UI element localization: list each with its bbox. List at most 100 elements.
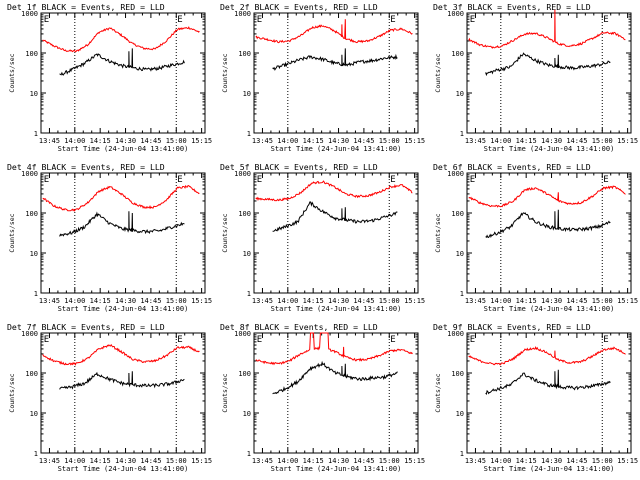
marker-e: E	[603, 15, 608, 25]
x-tick-label: 14:00	[277, 297, 298, 305]
panel-det-4: Det 4f BLACK = Events, RED = LLD 1 10 100 10…	[7, 162, 212, 313]
panel-title: Det 5f BLACK = Events, RED = LLD	[220, 162, 378, 172]
x-axis-label: Start Time (24-Jun-04 13:41:00)	[58, 145, 189, 153]
series-lld-line	[42, 184, 200, 212]
y-tick-label: 100	[25, 50, 38, 58]
x-axis-label: Start Time (24-Jun-04 13:41:00)	[484, 145, 615, 153]
panel-det-7: Det 7f BLACK = Events, RED = LLD 1 10 100 10…	[7, 322, 212, 473]
x-tick-label: 15:00	[592, 137, 613, 145]
y-tick-label: 1	[34, 450, 38, 458]
series-lld-line	[255, 19, 413, 44]
y-axis-label: Counts/sec	[8, 213, 16, 252]
y-tick-label: 1	[247, 290, 251, 298]
series-lld-line	[468, 185, 626, 208]
plot-frame	[40, 172, 206, 294]
x-tick-label: 15:00	[379, 137, 400, 145]
x-tick-label: 14:00	[490, 297, 511, 305]
x-tick-label: 14:45	[566, 457, 587, 465]
y-axis-label: Counts/sec	[221, 213, 229, 252]
marker-e: E	[44, 335, 49, 345]
x-tick-label: 15:00	[592, 297, 613, 305]
y-axis-label: Counts/sec	[434, 373, 442, 412]
series-events-line	[59, 211, 185, 237]
y-tick-label: 100	[451, 50, 464, 58]
x-tick-label: 15:00	[166, 297, 187, 305]
plot-frame	[253, 332, 419, 454]
marker-e: E	[257, 335, 262, 345]
x-tick-label: 14:00	[64, 457, 85, 465]
y-axis-label: Counts/sec	[8, 53, 16, 92]
y-tick-label: 1000	[447, 10, 464, 18]
panel-det-3: Det 3f BLACK = Events, RED = LLD 1 10 100 10…	[433, 2, 638, 153]
marker-e: E	[390, 335, 395, 345]
y-tick-label: 1	[247, 130, 251, 138]
x-axis-label: Start Time (24-Jun-04 13:41:00)	[484, 465, 615, 473]
y-axis-label: Counts/sec	[221, 53, 229, 92]
x-tick-label: 14:00	[64, 137, 85, 145]
x-tick-label: 14:30	[328, 297, 349, 305]
x-tick-label: 14:45	[140, 457, 161, 465]
marker-e: E	[257, 15, 262, 25]
x-tick-label: 14:30	[115, 457, 136, 465]
x-tick-label: 14:30	[328, 457, 349, 465]
x-tick-label: 14:15	[516, 297, 537, 305]
y-tick-label: 1	[247, 450, 251, 458]
x-tick-label: 14:45	[353, 457, 374, 465]
x-tick-label: 14:15	[90, 297, 111, 305]
y-axis-label: Counts/sec	[221, 373, 229, 412]
y-tick-label: 100	[238, 50, 251, 58]
marker-e: E	[603, 175, 608, 185]
y-tick-label: 1	[460, 130, 464, 138]
plot-frame	[466, 332, 632, 454]
y-tick-label: 10	[30, 90, 38, 98]
marker-e: E	[470, 15, 475, 25]
y-tick-label: 1000	[21, 330, 38, 338]
marker-e: E	[177, 175, 182, 185]
series-events-line	[272, 48, 398, 71]
y-tick-label: 10	[30, 410, 38, 418]
marker-e: E	[44, 15, 49, 25]
y-tick-label: 1000	[234, 330, 251, 338]
x-tick-label: 14:15	[303, 457, 324, 465]
y-tick-label: 10	[243, 90, 251, 98]
panel-title: Det 4f BLACK = Events, RED = LLD	[7, 162, 165, 172]
panel-det-9: Det 9f BLACK = Events, RED = LLD 1 10 100 10…	[433, 322, 638, 473]
x-tick-label: 14:00	[490, 457, 511, 465]
y-tick-label: 1000	[21, 170, 38, 178]
y-tick-label: 100	[451, 370, 464, 378]
y-axis-label: Counts/sec	[434, 213, 442, 252]
x-axis-label: Start Time (24-Jun-04 13:41:00)	[271, 305, 402, 313]
y-tick-label: 1000	[447, 330, 464, 338]
y-tick-label: 100	[238, 370, 251, 378]
y-axis-label: Counts/sec	[8, 373, 16, 412]
y-tick-label: 1000	[447, 170, 464, 178]
series-lld-line	[255, 180, 413, 202]
series-lld-line	[468, 345, 626, 366]
y-tick-label: 1	[460, 450, 464, 458]
x-tick-label: 14:45	[140, 137, 161, 145]
panel-title: Det 1f BLACK = Events, RED = LLD	[7, 2, 165, 12]
x-tick-label: 14:00	[277, 137, 298, 145]
panel-title: Det 9f BLACK = Events, RED = LLD	[433, 322, 591, 332]
series-events-line	[272, 201, 398, 232]
x-tick-label: 15:00	[166, 137, 187, 145]
x-tick-label: 14:15	[90, 457, 111, 465]
plot-frame	[466, 12, 632, 134]
x-tick-label: 13:45	[39, 297, 60, 305]
panel-det-8: Det 8f BLACK = Events, RED = LLD 1 10 100 10…	[220, 322, 425, 473]
y-tick-label: 10	[243, 250, 251, 258]
plot-frame	[253, 172, 419, 294]
plot-frame	[253, 12, 419, 134]
x-tick-label: 15:15	[191, 137, 212, 145]
panel-title: Det 3f BLACK = Events, RED = LLD	[433, 2, 591, 12]
series-events-line	[485, 209, 611, 239]
x-tick-label: 13:45	[465, 137, 486, 145]
x-tick-label: 15:00	[379, 457, 400, 465]
marker-e: E	[390, 15, 395, 25]
panel-det-5: Det 5f BLACK = Events, RED = LLD 1 10 100 10…	[220, 162, 425, 313]
x-tick-label: 14:30	[541, 297, 562, 305]
marker-e: E	[44, 175, 49, 185]
x-tick-label: 14:00	[64, 297, 85, 305]
series-lld-line	[468, 9, 626, 49]
